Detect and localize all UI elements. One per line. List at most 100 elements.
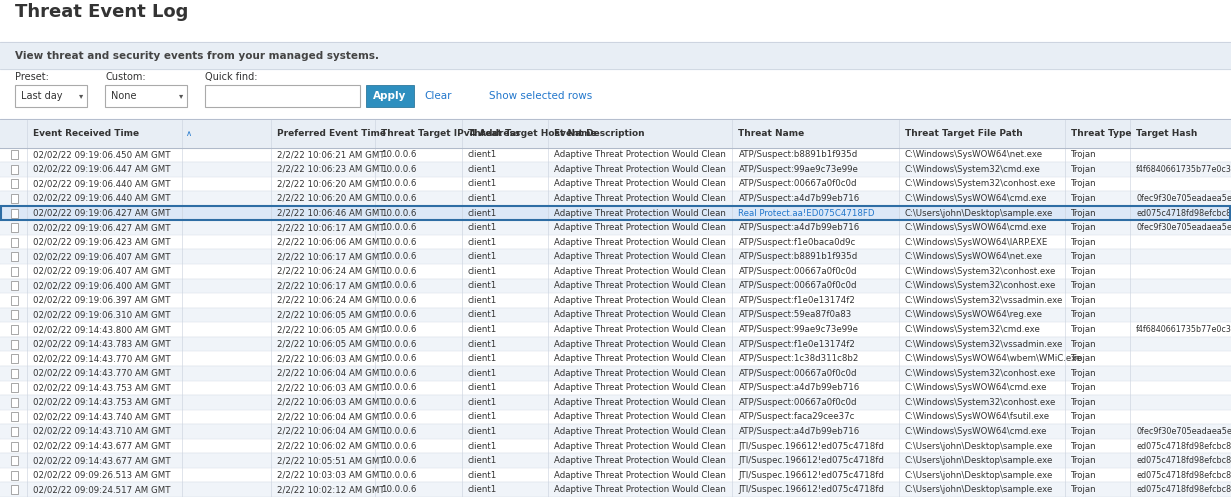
Text: Trojan: Trojan: [1071, 441, 1097, 451]
Text: Adaptive Threat Protection Would Clean: Adaptive Threat Protection Would Clean: [554, 398, 725, 407]
Text: Threat Target IPv4 Address: Threat Target IPv4 Address: [382, 129, 521, 138]
Text: 02/02/22 09:19:06.400 AM GMT: 02/02/22 09:19:06.400 AM GMT: [33, 281, 171, 290]
Text: View threat and security events from your managed systems.: View threat and security events from you…: [15, 51, 379, 61]
Text: ATP/Suspect:b8891b1f935d: ATP/Suspect:b8891b1f935d: [739, 150, 858, 159]
Bar: [0, 453, 1231, 468]
FancyBboxPatch shape: [366, 85, 414, 107]
Bar: [11, 194, 17, 203]
Text: 10.0.0.6: 10.0.0.6: [382, 209, 417, 218]
Bar: [11, 441, 17, 451]
Bar: [0, 439, 1231, 453]
FancyBboxPatch shape: [206, 85, 359, 107]
Text: Threat Event Log: Threat Event Log: [15, 3, 188, 21]
Text: 2/2/22 10:06:04 AM GMT: 2/2/22 10:06:04 AM GMT: [277, 369, 384, 378]
Text: 2/2/22 10:06:03 AM GMT: 2/2/22 10:06:03 AM GMT: [277, 354, 384, 363]
Text: Last day: Last day: [21, 91, 63, 101]
Text: Trojan: Trojan: [1071, 194, 1097, 203]
Text: C:\Windows\SysWOW64\fsutil.exe: C:\Windows\SysWOW64\fsutil.exe: [905, 413, 1050, 421]
Text: Trojan: Trojan: [1071, 485, 1097, 494]
Text: ATP/Suspect:a4d7b99eb716: ATP/Suspect:a4d7b99eb716: [739, 194, 859, 203]
Text: 02/02/22 09:14:43.770 AM GMT: 02/02/22 09:14:43.770 AM GMT: [33, 354, 171, 363]
Text: Adaptive Threat Protection Would Clean: Adaptive Threat Protection Would Clean: [554, 252, 725, 261]
Text: Adaptive Threat Protection Would Clean: Adaptive Threat Protection Would Clean: [554, 413, 725, 421]
Text: 02/02/22 09:19:06.310 AM GMT: 02/02/22 09:19:06.310 AM GMT: [33, 311, 171, 320]
Text: Trojan: Trojan: [1071, 383, 1097, 392]
Text: 10.0.0.6: 10.0.0.6: [382, 311, 417, 320]
Text: 2/2/22 10:06:05 AM GMT: 2/2/22 10:06:05 AM GMT: [277, 311, 384, 320]
Text: 2/2/22 10:06:17 AM GMT: 2/2/22 10:06:17 AM GMT: [277, 281, 384, 290]
Text: Adaptive Threat Protection Would Clean: Adaptive Threat Protection Would Clean: [554, 325, 725, 334]
Bar: [0, 395, 1231, 410]
Text: client1: client1: [468, 485, 497, 494]
Text: 02/02/22 09:19:06.447 AM GMT: 02/02/22 09:19:06.447 AM GMT: [33, 165, 171, 174]
Text: 2/2/22 10:06:20 AM GMT: 2/2/22 10:06:20 AM GMT: [277, 179, 384, 188]
Text: Trojan: Trojan: [1071, 311, 1097, 320]
Text: Adaptive Threat Protection Would Clean: Adaptive Threat Protection Would Clean: [554, 339, 725, 348]
Bar: [0, 366, 1231, 381]
Text: ATP/Suspect:1c38d311c8b2: ATP/Suspect:1c38d311c8b2: [739, 354, 859, 363]
Text: client1: client1: [468, 267, 497, 276]
Bar: [0, 220, 1231, 235]
Text: client1: client1: [468, 238, 497, 247]
Bar: [11, 413, 17, 421]
Text: 2/2/22 10:06:17 AM GMT: 2/2/22 10:06:17 AM GMT: [277, 223, 384, 232]
Bar: [11, 165, 17, 174]
Text: 10.0.0.6: 10.0.0.6: [382, 194, 417, 203]
Text: 2/2/22 10:06:04 AM GMT: 2/2/22 10:06:04 AM GMT: [277, 427, 384, 436]
Text: client1: client1: [468, 209, 497, 218]
Text: Preset:: Preset:: [15, 72, 49, 82]
Bar: [0, 424, 1231, 439]
Bar: [0, 176, 1231, 191]
Text: Adaptive Threat Protection Would Clean: Adaptive Threat Protection Would Clean: [554, 238, 725, 247]
Text: C:\Windows\System32\conhost.exe: C:\Windows\System32\conhost.exe: [905, 267, 1056, 276]
Text: C:\Windows\SysWOW64\wbem\WMiC.exe: C:\Windows\SysWOW64\wbem\WMiC.exe: [905, 354, 1082, 363]
Text: Trojan: Trojan: [1071, 281, 1097, 290]
Bar: [11, 354, 17, 363]
Text: C:\Users\john\Desktop\sample.exe: C:\Users\john\Desktop\sample.exe: [905, 441, 1053, 451]
Text: Real Protect.aa!ED075C4718FD: Real Protect.aa!ED075C4718FD: [739, 209, 875, 218]
Text: C:\Windows\SysWOW64\reg.exe: C:\Windows\SysWOW64\reg.exe: [905, 311, 1043, 320]
Text: 2/2/22 10:06:05 AM GMT: 2/2/22 10:06:05 AM GMT: [277, 339, 384, 348]
Text: 10.0.0.6: 10.0.0.6: [382, 223, 417, 232]
Text: 02/02/22 09:14:43.783 AM GMT: 02/02/22 09:14:43.783 AM GMT: [33, 339, 171, 348]
Text: 10.0.0.6: 10.0.0.6: [382, 383, 417, 392]
Text: ATP/Suspect:a4d7b99eb716: ATP/Suspect:a4d7b99eb716: [739, 383, 859, 392]
Text: Trojan: Trojan: [1071, 471, 1097, 480]
Text: 02/02/22 09:19:06.427 AM GMT: 02/02/22 09:19:06.427 AM GMT: [33, 223, 171, 232]
Text: 10.0.0.6: 10.0.0.6: [382, 267, 417, 276]
Text: ATP/Suspect:a4d7b99eb716: ATP/Suspect:a4d7b99eb716: [739, 427, 859, 436]
Text: C:\Windows\SysWOW64\net.exe: C:\Windows\SysWOW64\net.exe: [905, 150, 1043, 159]
Text: ATP/Suspect:a4d7b99eb716: ATP/Suspect:a4d7b99eb716: [739, 223, 859, 232]
Bar: [11, 471, 17, 480]
Bar: [11, 325, 17, 334]
Text: Adaptive Threat Protection Would Clean: Adaptive Threat Protection Would Clean: [554, 427, 725, 436]
Text: 2/2/22 10:02:12 AM GMT: 2/2/22 10:02:12 AM GMT: [277, 485, 384, 494]
Text: f4f6840661735b77e0c3a: f4f6840661735b77e0c3a: [1136, 165, 1231, 174]
Text: C:\Windows\System32\conhost.exe: C:\Windows\System32\conhost.exe: [905, 369, 1056, 378]
Text: 2/2/22 10:06:06 AM GMT: 2/2/22 10:06:06 AM GMT: [277, 238, 384, 247]
Text: Trojan: Trojan: [1071, 456, 1097, 465]
Text: 2/2/22 10:06:20 AM GMT: 2/2/22 10:06:20 AM GMT: [277, 194, 384, 203]
Text: Preferred Event Time: Preferred Event Time: [277, 129, 385, 138]
Text: Trojan: Trojan: [1071, 413, 1097, 421]
Text: client1: client1: [468, 311, 497, 320]
Text: 10.0.0.6: 10.0.0.6: [382, 339, 417, 348]
Text: 02/02/22 09:14:43.770 AM GMT: 02/02/22 09:14:43.770 AM GMT: [33, 369, 171, 378]
Bar: [0, 483, 1231, 497]
Bar: [11, 296, 17, 305]
Text: client1: client1: [468, 281, 497, 290]
Text: C:\Users\john\Desktop\sample.exe: C:\Users\john\Desktop\sample.exe: [905, 471, 1053, 480]
Text: 02/02/22 09:19:06.423 AM GMT: 02/02/22 09:19:06.423 AM GMT: [33, 238, 171, 247]
Text: C:\Windows\SysWOW64\cmd.exe: C:\Windows\SysWOW64\cmd.exe: [905, 223, 1048, 232]
Bar: [0, 42, 1231, 69]
Text: Show selected rows: Show selected rows: [489, 91, 592, 101]
Text: C:\Windows\SysWOW64\net.exe: C:\Windows\SysWOW64\net.exe: [905, 252, 1043, 261]
Text: Adaptive Threat Protection Would Clean: Adaptive Threat Protection Would Clean: [554, 441, 725, 451]
Text: client1: client1: [468, 427, 497, 436]
Text: Custom:: Custom:: [105, 72, 145, 82]
Bar: [11, 456, 17, 465]
Text: 0fec9f30e705eadaea5e: 0fec9f30e705eadaea5e: [1136, 427, 1231, 436]
Text: 2/2/22 10:06:02 AM GMT: 2/2/22 10:06:02 AM GMT: [277, 441, 384, 451]
Text: client1: client1: [468, 383, 497, 392]
Text: 10.0.0.6: 10.0.0.6: [382, 165, 417, 174]
